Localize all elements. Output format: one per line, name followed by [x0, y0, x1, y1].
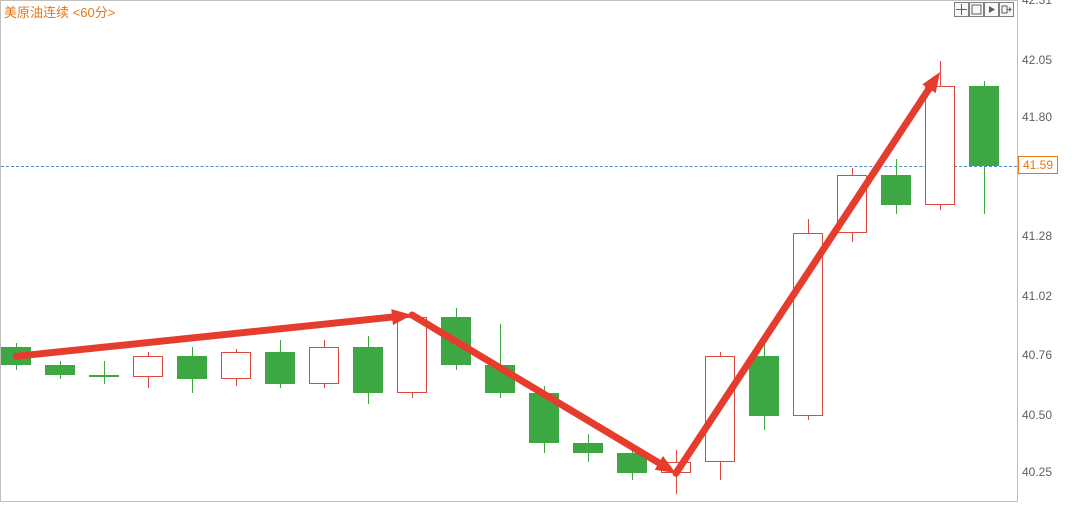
trend-arrows	[1, 1, 1019, 503]
logout-icon[interactable]	[999, 2, 1014, 17]
play-icon[interactable]	[984, 2, 999, 17]
candle-body	[705, 356, 735, 461]
y-tick-label: 40.25	[1022, 465, 1052, 479]
last-price-tag: 41.59	[1018, 156, 1058, 174]
candle-body	[793, 233, 823, 416]
candle-body	[617, 453, 647, 474]
candle-wick	[104, 361, 105, 384]
chart-container: 42.31 42.05 41.80 41.59 41.28 41.02 40.76 40.50…	[0, 0, 1074, 515]
chart-toolbar	[954, 2, 1014, 17]
instrument-name: 美原油连续	[4, 5, 69, 20]
y-tick-label: 41.80	[1022, 110, 1052, 124]
candle-body	[837, 175, 867, 232]
maximize-icon[interactable]	[969, 2, 984, 17]
candle-body	[265, 352, 295, 384]
candle-body	[45, 365, 75, 374]
candle-body	[89, 375, 119, 377]
candle-body	[221, 352, 251, 380]
candle-body	[177, 356, 207, 379]
candle-body	[485, 365, 515, 393]
candle-body	[1, 347, 31, 365]
y-tick-label: 40.76	[1022, 348, 1052, 362]
y-axis: 42.31 42.05 41.80 41.59 41.28 41.02 40.76 40.50…	[1018, 0, 1074, 502]
candle-body	[529, 393, 559, 443]
plot-area	[0, 0, 1018, 502]
candle-body	[353, 347, 383, 393]
candle-body	[397, 317, 427, 393]
y-tick-label: 41.28	[1022, 229, 1052, 243]
candle-body	[441, 317, 471, 365]
y-tick-label: 41.02	[1022, 289, 1052, 303]
candle-body	[133, 356, 163, 377]
candle-body	[749, 356, 779, 416]
candle-body	[925, 86, 955, 205]
chart-title: 美原油连续 <60分>	[4, 2, 115, 21]
candle-body	[309, 347, 339, 384]
crosshair-icon[interactable]	[954, 2, 969, 17]
candle-body	[881, 175, 911, 205]
candle-body	[573, 443, 603, 452]
y-tick-label: 42.05	[1022, 53, 1052, 67]
y-tick-label: 42.31	[1022, 0, 1052, 7]
y-tick-label: 40.50	[1022, 408, 1052, 422]
candle-body	[661, 462, 691, 473]
last-price-line	[1, 166, 1017, 167]
timeframe-label: <60分>	[73, 5, 116, 20]
candle-body	[969, 86, 999, 166]
